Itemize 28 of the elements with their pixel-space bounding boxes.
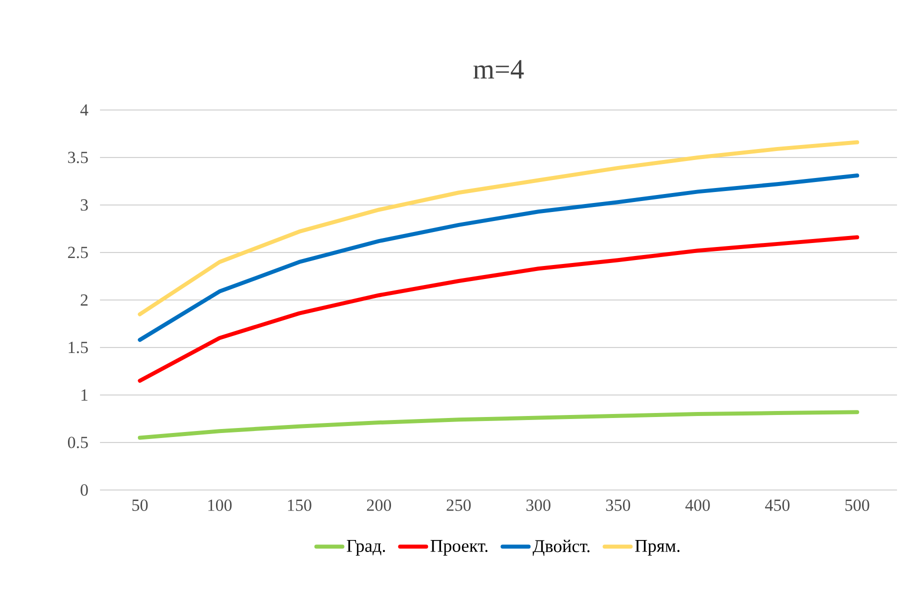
line-series	[138, 174, 860, 342]
legend-label: Двойст.	[532, 540, 590, 556]
y-tick-label: 0.5	[68, 436, 88, 448]
y-tick-label: 1.5	[68, 342, 88, 354]
x-tick-label: 300	[526, 500, 550, 511]
y-tick-label: 2	[80, 294, 88, 306]
legend-label: Град.	[346, 540, 385, 556]
y-tick-label: 3.5	[68, 152, 88, 164]
y-tick-label: 3	[80, 199, 88, 211]
x-tick-label: 350	[606, 500, 630, 511]
x-tick-label: 200	[367, 500, 392, 511]
line-series	[138, 410, 860, 440]
line-series	[138, 140, 860, 316]
y-tick-label: 4	[80, 104, 88, 116]
x-tick-label: 150	[288, 500, 312, 511]
x-tick-label: 450	[765, 500, 790, 511]
chart-title: m=4	[473, 60, 524, 78]
line-series	[138, 235, 860, 383]
x-tick-label: 400	[685, 500, 710, 511]
x-tick-label: 50	[132, 500, 148, 511]
y-tick-label: 2.5	[68, 246, 88, 258]
legend-label: Проект.	[430, 540, 488, 556]
y-tick-label: 1	[82, 389, 88, 401]
x-tick-label: 100	[208, 500, 232, 511]
y-tick-label: 0	[80, 484, 88, 496]
x-tick-label: 250	[446, 500, 471, 511]
x-tick-label: 500	[845, 500, 870, 511]
legend-label: Прям.	[635, 540, 680, 556]
